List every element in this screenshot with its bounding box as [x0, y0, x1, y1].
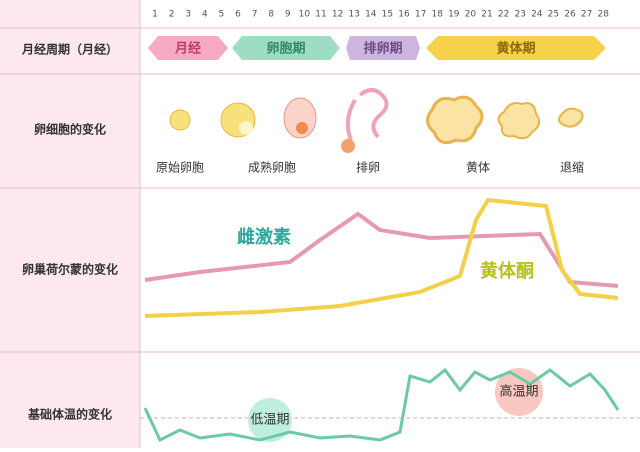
- day-number: 24: [531, 10, 543, 20]
- day-number: 17: [415, 10, 426, 20]
- day-number: 12: [332, 10, 343, 20]
- egg-stage-label: 退缩: [560, 160, 584, 175]
- day-number: 22: [498, 10, 509, 20]
- day-number: 27: [581, 10, 592, 20]
- day-number: 23: [514, 10, 525, 20]
- day-number: 26: [564, 10, 576, 20]
- day-number: 16: [398, 10, 410, 20]
- row-label: 卵巢荷尔蒙的变化: [22, 262, 118, 277]
- day-number: 20: [465, 10, 477, 20]
- phase-label: 黄体期: [496, 41, 535, 57]
- temp-label: 低温期: [250, 413, 289, 428]
- egg-stage-label: 排卵: [356, 161, 380, 175]
- day-number: 13: [348, 10, 359, 20]
- day-number: 28: [597, 10, 609, 20]
- estrogen-curve: [144, 211, 619, 288]
- day-number: 2: [169, 10, 175, 20]
- high-temp-circle: [495, 368, 543, 416]
- egg-stage-label: 成熟卵胞: [248, 160, 296, 175]
- hormone-label: 黄体酮: [480, 260, 534, 282]
- progesterone-curve: [144, 197, 619, 318]
- egg-stage-label: 原始卵胞: [156, 161, 204, 175]
- day-number: 5: [219, 10, 225, 20]
- egg-icons: [169, 88, 584, 153]
- row-label: 月经周期（月经）: [21, 42, 118, 57]
- hormone-label: 雌激素: [237, 226, 291, 248]
- day-number: 25: [548, 10, 559, 20]
- day-number: 8: [268, 10, 274, 20]
- label-column: [0, 0, 140, 448]
- low-temp-circle: [248, 398, 292, 442]
- day-number: 11: [315, 10, 326, 20]
- phase-arrow: [346, 36, 420, 60]
- phase-label: 排卵期: [363, 41, 402, 57]
- phase-arrow: [232, 36, 340, 60]
- day-number: 18: [431, 10, 443, 20]
- phase-label: 卵胞期: [266, 41, 305, 57]
- phase-arrow: [148, 36, 228, 60]
- row-label: 基础体温的变化: [27, 407, 112, 422]
- egg-stage-label: 黄体: [466, 161, 490, 175]
- day-number: 9: [285, 10, 291, 20]
- day-number: 4: [202, 10, 208, 20]
- day-number: 7: [252, 10, 258, 20]
- temperature-curve: [143, 367, 620, 443]
- day-number: 21: [481, 10, 492, 20]
- day-number: 10: [299, 10, 311, 20]
- day-number: 19: [448, 10, 460, 20]
- day-row: 1 2 3 4 5 6 7 8 9 10 11 12 13 14 15 16 17 18 19 20 21 22 23 24 2…: [152, 10, 609, 20]
- day-number: 3: [185, 10, 191, 20]
- day-number: 14: [365, 10, 377, 20]
- day-number: 15: [382, 10, 393, 20]
- row-label: 卵细胞的变化: [34, 122, 106, 137]
- day-number: 6: [235, 10, 241, 20]
- phase-arrow: [426, 36, 606, 60]
- phase-label: 月经: [174, 41, 201, 57]
- day-number: 1: [152, 10, 158, 20]
- temp-label: 高温期: [499, 384, 538, 400]
